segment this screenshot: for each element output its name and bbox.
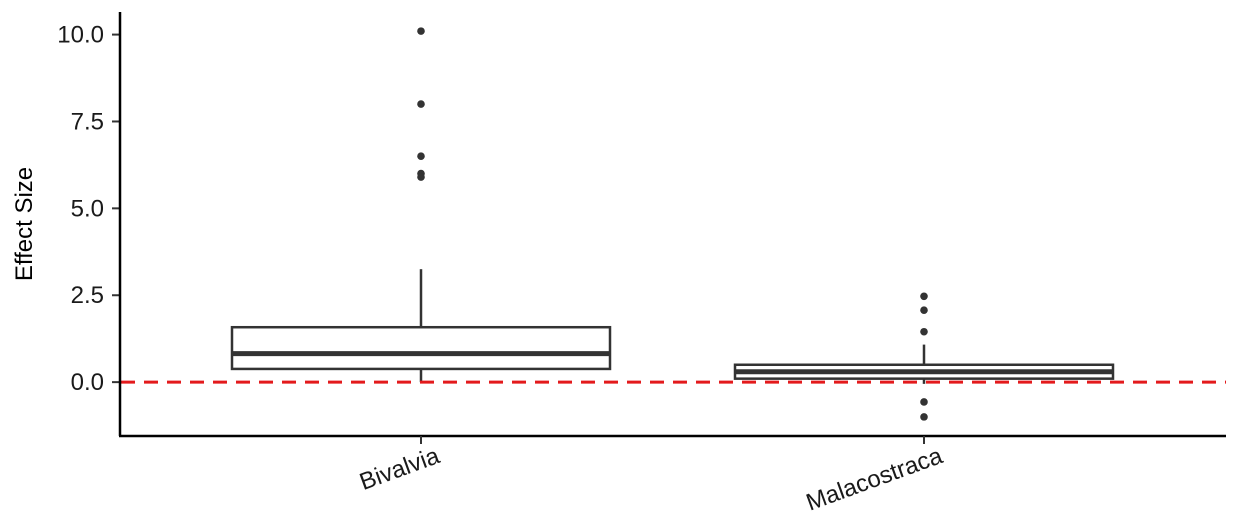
x-category-label: Bivalvia: [356, 442, 444, 496]
outlier-point: [417, 173, 425, 181]
box-malacostraca: [733, 292, 1115, 421]
x-category-label: Malacostraca: [803, 442, 947, 515]
y-axis-ticks: 0.0 2.5 5.0 7.5 10.0: [57, 22, 120, 396]
y-tick-label: 10.0: [57, 22, 104, 49]
outlier-point: [417, 27, 425, 35]
outlier-point: [920, 398, 928, 406]
x-axis-categories: Bivalvia Malacostraca: [356, 436, 947, 515]
y-tick-label: 0.0: [71, 369, 104, 396]
y-tick-label: 2.5: [71, 282, 104, 309]
box-iqr: [230, 325, 612, 371]
axes: [118, 12, 1226, 438]
box-series: [121, 27, 1226, 421]
outlier-point: [920, 306, 928, 314]
box-bivalvia: [230, 27, 612, 383]
y-tick-label: 5.0: [71, 195, 104, 222]
outlier-point: [920, 292, 928, 301]
y-axis-title: Effect Size: [11, 167, 38, 281]
outlier-point: [417, 100, 425, 108]
outlier-point: [920, 327, 928, 336]
outlier-point: [417, 152, 425, 161]
outlier-point: [920, 413, 928, 421]
y-tick-label: 7.5: [71, 108, 104, 135]
